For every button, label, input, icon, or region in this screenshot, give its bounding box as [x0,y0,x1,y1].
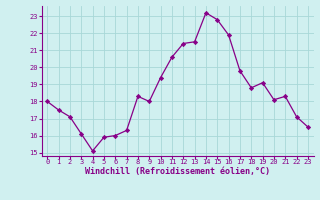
X-axis label: Windchill (Refroidissement éolien,°C): Windchill (Refroidissement éolien,°C) [85,167,270,176]
